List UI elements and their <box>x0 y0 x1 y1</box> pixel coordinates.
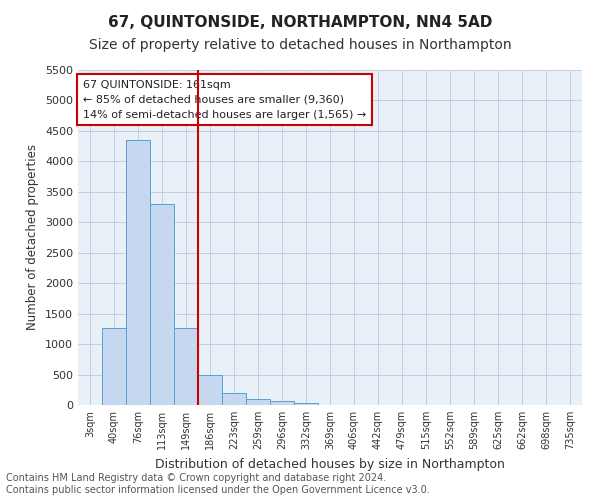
Bar <box>150 204 174 405</box>
Bar <box>270 401 294 405</box>
Text: Contains HM Land Registry data © Crown copyright and database right 2024.
Contai: Contains HM Land Registry data © Crown c… <box>6 474 430 495</box>
Bar <box>126 140 150 405</box>
Bar <box>246 399 270 405</box>
Bar <box>102 328 126 405</box>
Text: Size of property relative to detached houses in Northampton: Size of property relative to detached ho… <box>89 38 511 52</box>
Bar <box>198 375 222 405</box>
Bar <box>222 393 246 405</box>
Bar <box>174 328 198 405</box>
Text: 67, QUINTONSIDE, NORTHAMPTON, NN4 5AD: 67, QUINTONSIDE, NORTHAMPTON, NN4 5AD <box>108 15 492 30</box>
Bar <box>294 402 318 405</box>
Text: 67 QUINTONSIDE: 161sqm
← 85% of detached houses are smaller (9,360)
14% of semi-: 67 QUINTONSIDE: 161sqm ← 85% of detached… <box>83 80 366 120</box>
X-axis label: Distribution of detached houses by size in Northampton: Distribution of detached houses by size … <box>155 458 505 470</box>
Y-axis label: Number of detached properties: Number of detached properties <box>26 144 40 330</box>
